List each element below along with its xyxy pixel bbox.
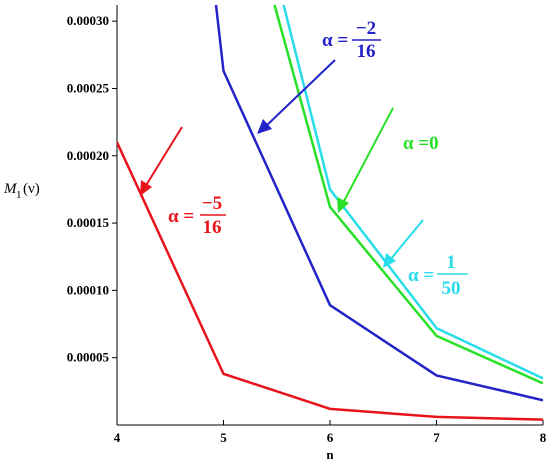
y-axis-title: M 1 (ν) <box>3 181 40 201</box>
arrow-head <box>337 197 349 213</box>
y-tick-label: 0.00030 <box>67 13 109 28</box>
arrow-head <box>257 119 272 134</box>
label-text: α = <box>408 265 434 286</box>
y-tick-label: 0.00005 <box>67 350 110 365</box>
label-denominator: 16 <box>357 41 376 62</box>
y-tick-label: 0.00015 <box>67 215 110 230</box>
axes: 0.00005 0.00010 0.00015 0.00020 0.00025 0.000… <box>67 5 547 445</box>
label-text: α =0 <box>403 133 439 154</box>
label-numerator: −5 <box>202 193 222 214</box>
y-label-subscript: 1 <box>16 189 22 201</box>
series-line <box>273 5 543 385</box>
arrow <box>264 59 336 128</box>
y-label-text: M <box>3 181 18 197</box>
series-label: α = −216 <box>322 18 381 62</box>
series-label: α =0 <box>403 133 439 154</box>
arrow <box>342 107 394 204</box>
arrow-head <box>383 253 396 268</box>
label-denominator: 16 <box>203 217 222 238</box>
x-tick-label: 7 <box>433 430 440 445</box>
y-tick-label: 0.00025 <box>67 80 110 95</box>
label-text: α = <box>322 30 348 51</box>
series-label: α = −5 16 <box>168 193 226 238</box>
arrow <box>389 219 424 261</box>
label-denominator: 50 <box>442 278 461 299</box>
arrow <box>144 126 183 188</box>
series-line <box>214 5 543 402</box>
x-tick-label: 6 <box>327 430 334 445</box>
series-line <box>117 141 543 421</box>
y-tick-label: 0.00010 <box>67 282 109 297</box>
x-tick-label: 5 <box>220 430 227 445</box>
y-tick-label: 0.00020 <box>67 148 109 163</box>
series-label: α = 1 50 <box>408 252 468 299</box>
x-axis-title: n <box>326 447 334 462</box>
plot-area <box>117 5 543 421</box>
x-tick-label: 8 <box>540 430 547 445</box>
series-line <box>282 5 543 380</box>
label-numerator: −2 <box>356 18 376 39</box>
x-tick-label: 4 <box>114 430 121 445</box>
y-label-suffix: (ν) <box>23 181 40 197</box>
arrows <box>140 59 424 268</box>
arrow-head <box>140 180 152 196</box>
label-text: α = <box>168 206 194 227</box>
label-numerator: 1 <box>446 252 456 273</box>
